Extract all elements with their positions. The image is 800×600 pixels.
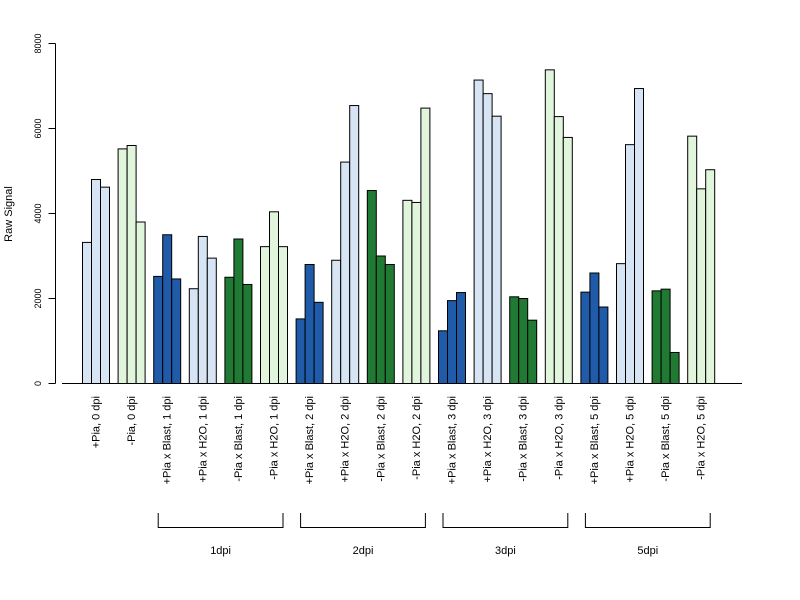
y-tick-label: 6000 xyxy=(33,118,43,138)
bar xyxy=(153,275,164,384)
group-label: 2dpi xyxy=(353,545,374,557)
bar xyxy=(687,135,698,384)
x-tick-label: +Pia x Blast, 5 dpi xyxy=(589,396,601,484)
bar xyxy=(188,288,199,385)
y-tick-label: 2000 xyxy=(33,288,43,308)
bar xyxy=(438,330,448,384)
bar xyxy=(696,188,707,384)
bar xyxy=(278,246,288,384)
x-tick-label: +Pia x H2O, 1 dpi xyxy=(197,396,209,483)
bar xyxy=(171,278,182,385)
x-tick-label: -Pia x Blast, 1 dpi xyxy=(233,396,245,482)
group-bracket xyxy=(442,513,569,528)
x-tick-label: -Pia x Blast, 3 dpi xyxy=(518,396,530,482)
bar xyxy=(509,296,520,384)
bars xyxy=(82,69,716,385)
bar xyxy=(260,246,270,384)
x-tick-label: +Pia x H2O, 2 dpi xyxy=(340,396,352,483)
bar xyxy=(553,116,564,384)
bar xyxy=(402,199,413,384)
bar xyxy=(491,115,502,385)
group-label: 3dpi xyxy=(495,545,516,557)
bar xyxy=(473,79,484,385)
bar xyxy=(313,301,324,385)
x-tick-label: +Pia x H2O, 5 dpi xyxy=(625,396,637,483)
bar xyxy=(349,105,360,385)
bar xyxy=(206,257,217,384)
bar xyxy=(233,238,244,384)
bar xyxy=(135,221,146,384)
x-tick-label: +Pia x Blast, 3 dpi xyxy=(447,396,459,484)
bar xyxy=(224,276,235,384)
bar xyxy=(269,211,279,384)
x-tick-label: +Pia x Blast, 2 dpi xyxy=(304,396,316,484)
bar xyxy=(117,148,128,384)
x-tick-label: +Pia, 0 dpi xyxy=(91,396,103,448)
bar xyxy=(562,136,573,384)
bar xyxy=(340,161,351,384)
bar xyxy=(589,272,600,384)
bar xyxy=(100,186,110,384)
x-tick-label: -Pia, 0 dpi xyxy=(126,396,138,446)
y-tick-label: 8000 xyxy=(33,33,43,53)
bar xyxy=(447,300,457,384)
bar xyxy=(651,290,662,385)
bar xyxy=(91,179,101,384)
bar xyxy=(580,291,591,384)
bar xyxy=(384,264,395,384)
bar xyxy=(518,298,529,384)
bar xyxy=(162,234,173,384)
y-axis: 0 2000 4000 6000 8000 xyxy=(33,33,56,386)
bar xyxy=(242,283,253,385)
x-tick-label: -Pia x H2O, 5 dpi xyxy=(696,396,708,480)
bar xyxy=(616,263,626,384)
bar xyxy=(705,169,716,384)
bar xyxy=(295,318,306,384)
bar xyxy=(420,107,431,384)
bar xyxy=(197,235,208,384)
y-tick-label: 4000 xyxy=(33,203,43,223)
x-tick-label: -Pia x H2O, 2 dpi xyxy=(411,396,423,480)
x-tick-label: -Pia x H2O, 3 dpi xyxy=(553,396,565,480)
bar xyxy=(411,201,422,384)
group-label: 1dpi xyxy=(210,545,231,557)
bar xyxy=(456,292,466,384)
bar xyxy=(366,190,377,384)
x-tick-label: -Pia x H2O, 1 dpi xyxy=(269,396,281,480)
x-tick-label: -Pia x Blast, 2 dpi xyxy=(375,396,387,482)
x-tick-label: +Pia x Blast, 1 dpi xyxy=(162,396,174,484)
bar xyxy=(625,144,635,384)
group-bracket xyxy=(300,513,426,528)
group-label: 5dpi xyxy=(637,545,658,557)
x-tick-label: +Pia x H2O, 3 dpi xyxy=(482,396,494,483)
bar xyxy=(331,259,342,384)
bar xyxy=(634,88,644,385)
y-tick-label: 0 xyxy=(33,381,43,386)
bar xyxy=(669,351,680,385)
bar xyxy=(375,255,386,384)
bar xyxy=(304,264,315,384)
bar xyxy=(527,319,538,384)
bar xyxy=(598,306,609,384)
bar xyxy=(126,145,137,384)
bar xyxy=(544,69,555,384)
group-bracket xyxy=(584,513,711,528)
y-axis-label: Raw Signal xyxy=(3,186,15,242)
bar xyxy=(82,241,92,384)
group-brackets: 1dpi 2dpi 3dpi 5dpi xyxy=(157,513,711,557)
x-tick-label: -Pia x Blast, 5 dpi xyxy=(660,396,672,482)
bar xyxy=(660,288,671,384)
x-tick-labels: +Pia, 0 dpi -Pia, 0 dpi +Pia x Blast, 1 dp… xyxy=(91,396,708,484)
group-bracket xyxy=(157,513,284,528)
bar xyxy=(482,93,493,385)
